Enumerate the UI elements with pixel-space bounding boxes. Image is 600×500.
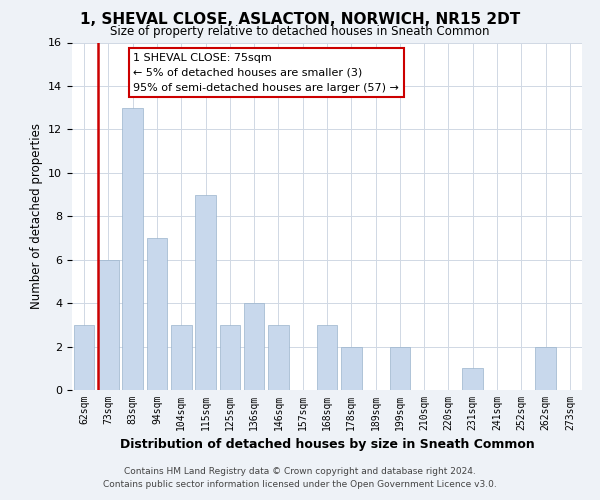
Text: 1, SHEVAL CLOSE, ASLACTON, NORWICH, NR15 2DT: 1, SHEVAL CLOSE, ASLACTON, NORWICH, NR15… (80, 12, 520, 28)
Bar (389, 346, 410, 390)
Bar (122, 108, 143, 390)
Text: Size of property relative to detached houses in Sneath Common: Size of property relative to detached ho… (110, 25, 490, 38)
Text: 1 SHEVAL CLOSE: 75sqm
← 5% of detached houses are smaller (3)
95% of semi-detach: 1 SHEVAL CLOSE: 75sqm ← 5% of detached h… (133, 53, 399, 92)
Y-axis label: Number of detached properties: Number of detached properties (29, 123, 43, 309)
Bar (146, 238, 167, 390)
Bar (244, 303, 265, 390)
Bar (317, 325, 337, 390)
Bar (535, 346, 556, 390)
Bar (341, 346, 362, 390)
Bar (220, 325, 240, 390)
Text: Contains HM Land Registry data © Crown copyright and database right 2024.
Contai: Contains HM Land Registry data © Crown c… (103, 468, 497, 489)
Bar (171, 325, 191, 390)
Bar (98, 260, 119, 390)
X-axis label: Distribution of detached houses by size in Sneath Common: Distribution of detached houses by size … (119, 438, 535, 452)
Bar (74, 325, 94, 390)
Bar (195, 194, 216, 390)
Bar (268, 325, 289, 390)
Bar (463, 368, 483, 390)
